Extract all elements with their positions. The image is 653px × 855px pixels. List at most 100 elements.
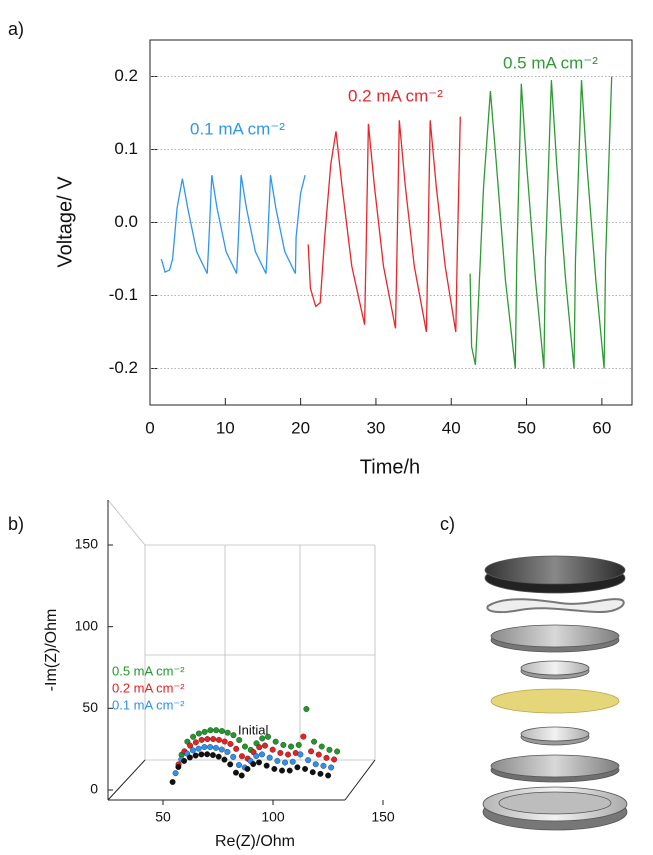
data-point xyxy=(256,759,262,766)
data-point xyxy=(277,749,284,756)
data-point xyxy=(279,767,285,774)
data-point xyxy=(213,727,220,734)
data-point xyxy=(227,741,234,747)
data-point xyxy=(230,732,237,739)
data-point xyxy=(210,736,217,742)
data-point xyxy=(320,762,327,769)
data-point xyxy=(175,764,182,770)
data-point xyxy=(204,736,211,742)
data-point xyxy=(195,745,202,752)
series-label: 0.5 mA cm⁻² xyxy=(112,663,185,678)
data-point xyxy=(201,744,208,750)
data-point xyxy=(172,770,179,777)
data-point xyxy=(239,753,245,760)
data-point xyxy=(218,728,225,734)
box-3d xyxy=(107,499,376,761)
data-point xyxy=(169,779,176,785)
data-point xyxy=(190,733,197,740)
data-point xyxy=(192,739,199,746)
data-point xyxy=(294,764,301,771)
data-point xyxy=(302,765,309,772)
data-point xyxy=(221,756,228,763)
series-label: 0.1 mA cm⁻² xyxy=(112,697,185,712)
x-tick-label: 30 xyxy=(366,418,385,437)
data-point xyxy=(259,735,266,742)
data-point xyxy=(256,744,263,751)
y-tick-label: 0.0 xyxy=(114,212,138,231)
data-point xyxy=(272,738,279,745)
data-point xyxy=(288,743,294,750)
data-point xyxy=(244,765,251,772)
data-point xyxy=(285,751,291,758)
data-point xyxy=(204,751,211,758)
data-point xyxy=(325,772,332,779)
data-point xyxy=(227,761,234,768)
x-tick-label: 0 xyxy=(145,418,154,437)
data-point xyxy=(265,733,271,740)
data-point xyxy=(289,758,296,765)
data-point xyxy=(280,741,287,748)
data-point xyxy=(195,730,202,737)
x-tick-label: 150 xyxy=(371,809,395,825)
series-label: 0.2 mA cm⁻² xyxy=(348,86,443,105)
y-tick-label: 150 xyxy=(75,536,99,552)
data-point xyxy=(286,767,293,774)
data-point xyxy=(271,765,278,772)
data-point xyxy=(262,742,268,749)
data-point xyxy=(300,733,307,740)
line-series xyxy=(469,76,613,369)
data-point xyxy=(198,751,205,758)
data-point xyxy=(224,729,231,736)
y-tick-label: 100 xyxy=(75,617,99,633)
data-point xyxy=(186,754,193,761)
data-point xyxy=(274,757,281,764)
data-point xyxy=(282,759,288,766)
data-point xyxy=(323,754,330,761)
data-point xyxy=(181,757,188,764)
panel-label: a) xyxy=(8,19,24,39)
y-tick-label: -0.1 xyxy=(109,285,138,304)
data-point xyxy=(263,762,270,769)
data-point xyxy=(236,762,242,768)
y-axis-label: Voltage/ V xyxy=(54,176,76,268)
data-point xyxy=(189,747,196,754)
data-point xyxy=(192,752,199,759)
x-tick-label: 10 xyxy=(216,418,235,437)
data-point xyxy=(295,741,302,748)
data-point xyxy=(198,736,205,743)
data-point xyxy=(305,757,312,764)
series-label: Initial xyxy=(238,722,268,737)
data-point xyxy=(318,743,325,750)
data-point xyxy=(233,745,240,752)
data-point xyxy=(215,736,222,743)
data-point xyxy=(207,727,214,734)
data-point xyxy=(212,744,219,751)
data-point xyxy=(253,753,260,759)
data-point xyxy=(317,770,324,777)
y-tick-label: -0.2 xyxy=(109,358,138,377)
data-point xyxy=(266,754,273,761)
data-point xyxy=(297,751,304,758)
data-point xyxy=(308,748,315,755)
data-point xyxy=(311,738,318,745)
series-label: 0.1 mA cm⁻² xyxy=(190,119,285,138)
data-point xyxy=(259,751,265,758)
data-point xyxy=(209,752,216,758)
x-tick-label: 100 xyxy=(261,809,285,825)
data-point xyxy=(269,746,276,753)
y-tick-label: 50 xyxy=(82,699,98,715)
line-series xyxy=(307,116,461,333)
data-point xyxy=(238,772,245,779)
data-point xyxy=(326,746,333,753)
data-point xyxy=(201,728,208,735)
series-label: 0.2 mA cm⁻² xyxy=(112,680,185,695)
y-tick-label: 0.2 xyxy=(114,66,138,85)
coin-cell-diagram xyxy=(482,555,628,831)
data-point xyxy=(312,761,319,768)
x-axis-label: Time/h xyxy=(360,456,420,478)
data-point xyxy=(230,753,237,760)
x-tick-label: 40 xyxy=(442,418,461,437)
y-tick-label: 0.1 xyxy=(114,139,138,158)
